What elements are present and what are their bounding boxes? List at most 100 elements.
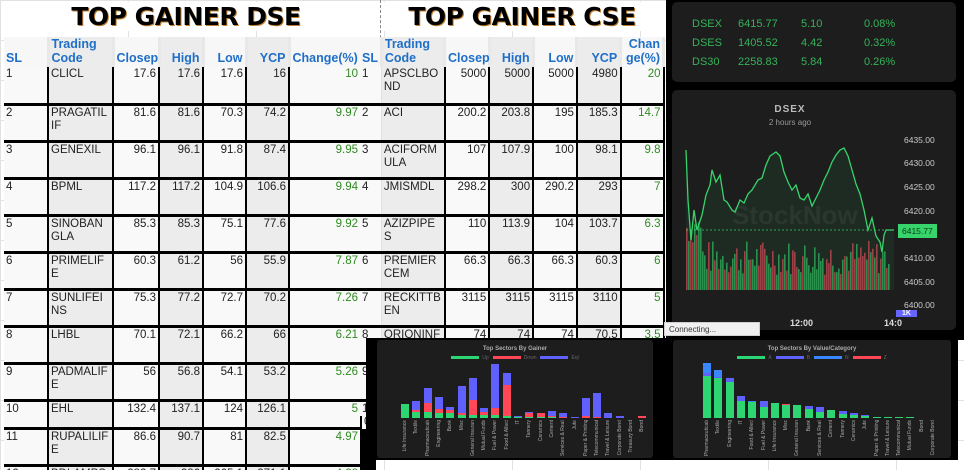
sl-cell[interactable]: 1 <box>4 67 49 104</box>
high-cell[interactable]: 81.6 <box>159 102 204 141</box>
change-cell[interactable]: 9.8 <box>620 139 665 178</box>
low-cell[interactable]: 81 <box>203 427 247 466</box>
bar[interactable] <box>593 392 602 418</box>
bar[interactable] <box>559 413 568 418</box>
ycp-cell[interactable]: 87.4 <box>246 139 290 178</box>
ycp-cell[interactable]: 16 <box>246 67 290 104</box>
bar[interactable] <box>514 415 522 418</box>
change-cell[interactable]: 4.28 <box>289 464 362 470</box>
ycp-cell[interactable]: 70.2 <box>246 287 290 326</box>
low-cell[interactable]: 290.2 <box>533 176 578 215</box>
high-cell[interactable]: 203.8 <box>489 102 535 141</box>
high-cell[interactable]: 137.1 <box>159 398 204 429</box>
change-cell[interactable]: 9.97 <box>289 102 362 141</box>
high-cell[interactable]: 77.2 <box>159 287 204 326</box>
bar[interactable] <box>770 403 779 418</box>
trading-code-cell[interactable]: BDLAMPS <box>48 464 114 470</box>
index-row-dses[interactable]: DSES 1405.52 4.42 0.32% <box>672 37 956 55</box>
ycp-cell[interactable]: 4980 <box>576 67 622 104</box>
high-cell[interactable]: 61.2 <box>159 250 204 289</box>
index-row-dsex[interactable]: DSEX 6415.77 5.10 0.08% <box>672 18 956 36</box>
bar[interactable] <box>604 413 613 418</box>
bar[interactable] <box>748 401 757 418</box>
trading-code-cell[interactable]: GENEXIL <box>48 139 114 178</box>
change-cell[interactable]: 6.3 <box>620 213 665 252</box>
trading-code-cell[interactable]: PREMIERCEM <box>381 250 446 289</box>
change-cell[interactable]: 7 <box>620 176 665 215</box>
bar[interactable] <box>581 398 590 418</box>
legend-a[interactable]: A <box>737 355 772 361</box>
sl-cell[interactable]: 10 <box>4 398 49 429</box>
low-cell[interactable]: 104 <box>533 213 578 252</box>
bar[interactable] <box>816 407 824 418</box>
ycp-cell[interactable]: 53.2 <box>246 361 290 400</box>
closep-cell[interactable]: 298.2 <box>444 176 491 215</box>
high-cell[interactable]: 85.3 <box>159 213 204 252</box>
bar[interactable] <box>536 413 545 418</box>
table-row[interactable]: 11 RUPALILIFE 86.6 90.7 81 82.5 4.97 <box>4 427 376 466</box>
bar[interactable] <box>615 415 624 418</box>
low-cell[interactable]: 100 <box>533 139 578 178</box>
trading-code-cell[interactable]: JMISMDL <box>381 176 446 215</box>
closep-cell[interactable]: 85.3 <box>113 213 160 252</box>
sl-cell[interactable]: 6 <box>4 250 49 289</box>
bar[interactable] <box>793 405 802 418</box>
ycp-cell[interactable]: 126.1 <box>246 398 290 429</box>
table-row[interactable]: 6 PREMIERCEM 66.3 66.3 66.3 60.3 6 <box>360 250 665 289</box>
ycp-cell[interactable]: 55.9 <box>246 250 290 289</box>
bar[interactable] <box>714 370 723 418</box>
high-cell[interactable]: 117.2 <box>159 176 204 215</box>
low-cell[interactable]: 124 <box>203 398 247 429</box>
bar[interactable] <box>457 385 466 418</box>
table-row[interactable]: 3 ACIFORMULA 107 107.9 100 98.1 9.8 <box>360 139 665 178</box>
trading-code-cell[interactable]: ACI <box>381 102 446 141</box>
bar[interactable] <box>412 400 421 418</box>
sl-cell[interactable]: 2 <box>4 102 49 141</box>
trading-code-cell[interactable]: PADMALIFE <box>48 361 114 400</box>
change-cell[interactable]: 9.94 <box>289 176 362 215</box>
high-cell[interactable]: 17.6 <box>159 67 204 104</box>
bar[interactable] <box>849 413 858 418</box>
sl-cell[interactable]: 1 <box>360 67 382 104</box>
bar[interactable] <box>423 388 432 418</box>
sector-gainer-chart[interactable]: Top Sectors By Gainer Up Down Eql Life I… <box>377 340 653 458</box>
change-cell[interactable]: 7.26 <box>289 287 362 326</box>
bar[interactable] <box>502 373 511 418</box>
bar[interactable] <box>804 406 813 418</box>
bar[interactable] <box>446 406 455 418</box>
change-cell[interactable]: 7.87 <box>289 250 362 289</box>
ycp-cell[interactable]: 66 <box>246 324 290 363</box>
sl-cell[interactable]: 5 <box>360 213 382 252</box>
low-cell[interactable]: 72.7 <box>203 287 247 326</box>
bar[interactable] <box>736 396 745 418</box>
low-cell[interactable]: 17.6 <box>203 67 247 104</box>
sl-cell[interactable]: 7 <box>360 287 382 326</box>
sl-cell[interactable]: 4 <box>4 176 49 215</box>
sl-cell[interactable]: 4 <box>360 176 382 215</box>
low-cell[interactable]: 195 <box>533 102 578 141</box>
table-row[interactable]: 5 AZIZPIPES 110 113.9 104 103.7 6.3 <box>360 213 665 252</box>
trading-code-cell[interactable]: PRAGATILIF <box>48 102 114 141</box>
change-cell[interactable]: 20 <box>620 67 665 104</box>
high-cell[interactable]: 90.7 <box>159 427 204 466</box>
closep-cell[interactable]: 17.6 <box>113 67 160 104</box>
low-cell[interactable]: 75.1 <box>203 213 247 252</box>
high-cell[interactable]: 5000 <box>489 67 535 104</box>
high-cell[interactable]: 107.9 <box>489 139 535 178</box>
change-cell[interactable]: 9.95 <box>289 139 362 178</box>
low-cell[interactable]: 91.8 <box>203 139 247 178</box>
sl-cell[interactable]: 8 <box>4 324 49 363</box>
bar[interactable] <box>468 377 477 418</box>
bar[interactable] <box>827 410 836 418</box>
trading-code-cell[interactable]: BPML <box>48 176 114 215</box>
change-cell[interactable]: 9.92 <box>289 213 362 252</box>
low-cell[interactable]: 66.2 <box>203 324 247 363</box>
sl-cell[interactable]: 3 <box>4 139 49 178</box>
high-cell[interactable]: 286 <box>159 464 204 470</box>
trading-code-cell[interactable]: PRIMELIFE <box>48 250 114 289</box>
high-cell[interactable]: 96.1 <box>159 139 204 178</box>
